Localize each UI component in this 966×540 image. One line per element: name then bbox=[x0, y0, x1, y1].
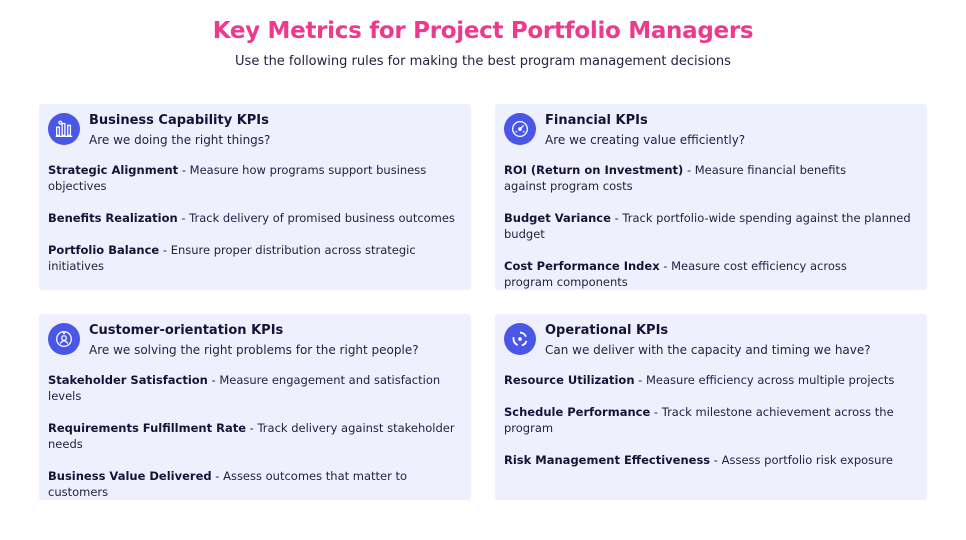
kpi-term: ROI (Return on Investment) bbox=[504, 163, 684, 177]
financial-gauge-icon bbox=[504, 113, 536, 145]
kpi-desc: - Measure cost efficiency across program… bbox=[504, 259, 847, 289]
kpi-desc: - Measure financial benefits against pro… bbox=[504, 163, 847, 193]
kpi-desc: - Measure efficiency across multiple pro… bbox=[634, 373, 895, 387]
kpi-desc: - Measure engagement and satisfaction le… bbox=[48, 373, 441, 403]
kpi-desc: - Track milestone achievement across the… bbox=[504, 405, 894, 435]
kpi-item: Strategic Alignment - Measure how progra… bbox=[48, 162, 458, 194]
kpi-term: Requirements Fulfillment Rate bbox=[48, 421, 247, 435]
kpi-term: Benefits Realization bbox=[48, 211, 178, 225]
kpi-item: Schedule Performance - Track milestone a… bbox=[504, 404, 914, 436]
kpi-term: Strategic Alignment bbox=[48, 163, 179, 177]
card-title: Operational KPIs bbox=[545, 323, 669, 338]
kpi-term: Schedule Performance bbox=[504, 405, 651, 419]
card-title: Financial KPIs bbox=[545, 113, 648, 128]
kpi-desc: - Track delivery of promised business ou… bbox=[177, 211, 455, 225]
kpi-desc: - Track portfolio-wide spending against … bbox=[504, 211, 911, 241]
card-question: Are we creating value efficiently? bbox=[545, 133, 746, 147]
kpi-term: Resource Utilization bbox=[504, 373, 635, 387]
kpi-item: ROI (Return on Investment) - Measure fin… bbox=[504, 162, 854, 194]
card-question: Are we solving the right problems for th… bbox=[89, 343, 419, 357]
kpi-item: Portfolio Balance - Ensure proper distri… bbox=[48, 242, 458, 274]
financial-card: Financial KPIs Are we creating value eff… bbox=[495, 104, 927, 290]
operational-cycle-icon bbox=[504, 323, 536, 355]
customer-star-icon bbox=[48, 323, 80, 355]
operational-card: Operational KPIs Can we deliver with the… bbox=[495, 314, 927, 500]
page-title: Key Metrics for Project Portfolio Manage… bbox=[212, 18, 754, 44]
kpi-term: Cost Performance Index bbox=[504, 259, 660, 273]
kpi-item: Stakeholder Satisfaction - Measure engag… bbox=[48, 372, 458, 404]
kpi-item: Resource Utilization - Measure efficienc… bbox=[504, 372, 914, 388]
kpi-term: Portfolio Balance bbox=[48, 243, 160, 257]
kpi-desc: - Assess outcomes that matter to custome… bbox=[48, 469, 408, 499]
kpi-term: Stakeholder Satisfaction bbox=[48, 373, 208, 387]
kpi-desc: - Track delivery against stakeholder nee… bbox=[48, 421, 455, 451]
kpi-desc: - Ensure proper distribution across stra… bbox=[48, 243, 416, 273]
kpi-term: Budget Variance bbox=[504, 211, 611, 225]
card-title: Business Capability KPIs bbox=[89, 113, 269, 128]
customer-orientation-card: Customer-orientation KPIs Are we solving… bbox=[39, 314, 471, 500]
kpi-item: Benefits Realization - Track delivery of… bbox=[48, 210, 458, 226]
kpi-item: Requirements Fulfillment Rate - Track de… bbox=[48, 420, 458, 452]
kpi-desc: - Measure how programs support business … bbox=[48, 163, 427, 193]
page-subtitle: Use the following rules for making the b… bbox=[235, 54, 731, 69]
kpi-desc: - Assess portfolio risk exposure bbox=[710, 453, 893, 467]
kpi-item: Business Value Delivered - Assess outcom… bbox=[48, 468, 458, 500]
card-title: Customer-orientation KPIs bbox=[89, 323, 284, 338]
kpi-item: Budget Variance - Track portfolio-wide s… bbox=[504, 210, 924, 242]
card-question: Are we doing the right things? bbox=[89, 133, 271, 147]
kpi-item: Cost Performance Index - Measure cost ef… bbox=[504, 258, 854, 290]
kpi-item: Risk Management Effectiveness - Assess p… bbox=[504, 452, 914, 468]
card-question: Can we deliver with the capacity and tim… bbox=[545, 343, 871, 357]
business-capability-icon bbox=[48, 113, 80, 145]
kpi-term: Business Value Delivered bbox=[48, 469, 212, 483]
kpi-term: Risk Management Effectiveness bbox=[504, 453, 711, 467]
business-capability-card: Business Capability KPIs Are we doing th… bbox=[39, 104, 471, 290]
